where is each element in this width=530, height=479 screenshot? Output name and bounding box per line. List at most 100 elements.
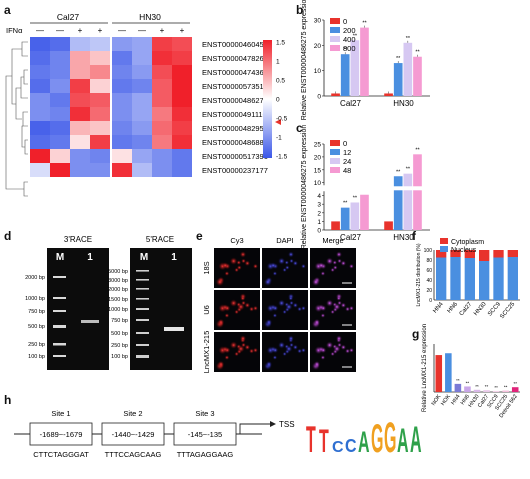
bar bbox=[435, 355, 443, 392]
bar bbox=[360, 27, 369, 97]
size-label: 500 bp bbox=[28, 324, 45, 330]
cell bbox=[332, 260, 338, 265]
logo-letter: C bbox=[332, 439, 344, 456]
bar bbox=[384, 93, 393, 96]
heatmap-cell bbox=[152, 51, 172, 65]
y-tick-label: 2 bbox=[317, 210, 321, 217]
gel-3race-lane-1: 1 bbox=[87, 252, 93, 263]
heatmap-cell bbox=[90, 135, 110, 149]
heatmap-cell bbox=[90, 93, 110, 107]
tss-arrow-head-icon bbox=[270, 421, 276, 427]
heatmap-cell bbox=[132, 135, 152, 149]
scale-tick-label: 0.5 bbox=[276, 78, 285, 85]
bar bbox=[331, 221, 340, 230]
bar-segment bbox=[450, 257, 461, 300]
bar bbox=[454, 383, 462, 392]
size-label: 500 bp bbox=[111, 331, 128, 337]
cell bbox=[263, 277, 273, 287]
cell bbox=[224, 305, 231, 312]
dendrogram bbox=[5, 41, 28, 197]
heatmap-cell bbox=[112, 79, 132, 93]
cell bbox=[282, 309, 287, 315]
sig-mark: ** bbox=[396, 169, 401, 175]
heatmap-cell bbox=[112, 37, 132, 51]
cell bbox=[292, 260, 299, 267]
y-tick-label: 1 bbox=[317, 219, 321, 226]
legend-label: 0 bbox=[343, 139, 347, 148]
sig-mark: ** bbox=[456, 378, 460, 383]
x-tick-label: SCC25 bbox=[499, 301, 516, 320]
treatment-row: — — + + — — + + bbox=[36, 26, 185, 35]
scale-tick-label: 0 bbox=[276, 97, 280, 104]
treatment-symbol: — bbox=[36, 26, 44, 35]
heatmap-cell bbox=[132, 79, 152, 93]
heatmap-cell bbox=[112, 163, 132, 177]
bar bbox=[483, 390, 490, 392]
cell bbox=[284, 265, 290, 270]
heatmap-cells bbox=[30, 37, 192, 177]
sig-mark: ** bbox=[415, 50, 420, 56]
heatmap-cell bbox=[132, 107, 152, 121]
gel-5race-lane-m: M bbox=[140, 252, 148, 263]
legend-swatch bbox=[330, 167, 340, 173]
sig-mark: ** bbox=[504, 385, 508, 390]
promoter-diagram: Site 1 -1689~-1679 CTTCTAGGGAT Site 2 -1440~… bbox=[14, 409, 295, 459]
bar bbox=[350, 40, 360, 96]
ifn-label: IFNα bbox=[6, 26, 23, 35]
gel-5race-band bbox=[164, 327, 184, 331]
scale-tick-label: -1 bbox=[276, 135, 282, 142]
y-tick-label: 80 bbox=[426, 258, 432, 264]
gel-3race: 3'RACE M 1 2000 bp 1000 bp 750 bp 500 bp 250… bbox=[25, 235, 109, 370]
row-label: LncMX1-215 bbox=[202, 331, 211, 374]
x-tick-label: HN4 bbox=[450, 394, 461, 406]
heatmap-cell bbox=[50, 107, 70, 121]
legend-swatch bbox=[330, 18, 340, 24]
bar-segment bbox=[479, 261, 490, 300]
cell bbox=[313, 318, 321, 326]
heatmap-cell bbox=[50, 121, 70, 135]
site-box bbox=[173, 422, 237, 446]
site-range: -1440~-1429 bbox=[112, 430, 155, 439]
treatment-symbol: + bbox=[180, 26, 185, 35]
size-label: 250 bp bbox=[111, 343, 128, 349]
y-tick-label: 0 bbox=[429, 298, 432, 304]
heatmap-cell bbox=[50, 149, 70, 163]
y-tick-label: 30 bbox=[314, 18, 322, 25]
cell bbox=[325, 299, 334, 307]
site-sequence: TTTCCAGCAAG bbox=[105, 450, 162, 459]
cell bbox=[330, 309, 335, 315]
site-range: -1689~-1679 bbox=[40, 430, 83, 439]
bar-segment bbox=[464, 258, 475, 300]
bar bbox=[413, 154, 422, 230]
heatmap-cell bbox=[70, 135, 90, 149]
cell bbox=[325, 341, 334, 349]
y-tick-label: 10 bbox=[314, 68, 322, 75]
cell bbox=[348, 305, 354, 311]
heatmap-cell bbox=[172, 79, 192, 93]
cell bbox=[249, 306, 255, 312]
bar bbox=[511, 387, 519, 392]
heatmap-cell bbox=[132, 149, 152, 163]
treatment-symbol: + bbox=[78, 26, 83, 35]
bar-segment bbox=[493, 257, 504, 300]
sig-mark: ** bbox=[513, 381, 517, 386]
site-name: Site 2 bbox=[123, 409, 142, 418]
cell bbox=[221, 262, 229, 269]
legend-label: Cytoplasm bbox=[451, 239, 484, 246]
heatmap-cell bbox=[112, 65, 132, 79]
heatmap-cell bbox=[152, 163, 172, 177]
sig-mark: ** bbox=[353, 33, 358, 39]
cell bbox=[244, 344, 251, 351]
size-label: 750 bp bbox=[111, 318, 128, 324]
group-label-hn30: HN30 bbox=[139, 12, 161, 22]
gene-label: ENST00000237177 bbox=[202, 166, 268, 175]
heatmap-cell bbox=[30, 121, 50, 135]
cell bbox=[340, 344, 347, 351]
bar bbox=[393, 176, 403, 230]
cell bbox=[297, 306, 303, 312]
group-label-cal27: Cal27 bbox=[57, 12, 79, 22]
treatment-symbol: + bbox=[98, 26, 103, 35]
cell bbox=[313, 360, 321, 368]
logo-letter: G bbox=[384, 414, 396, 462]
